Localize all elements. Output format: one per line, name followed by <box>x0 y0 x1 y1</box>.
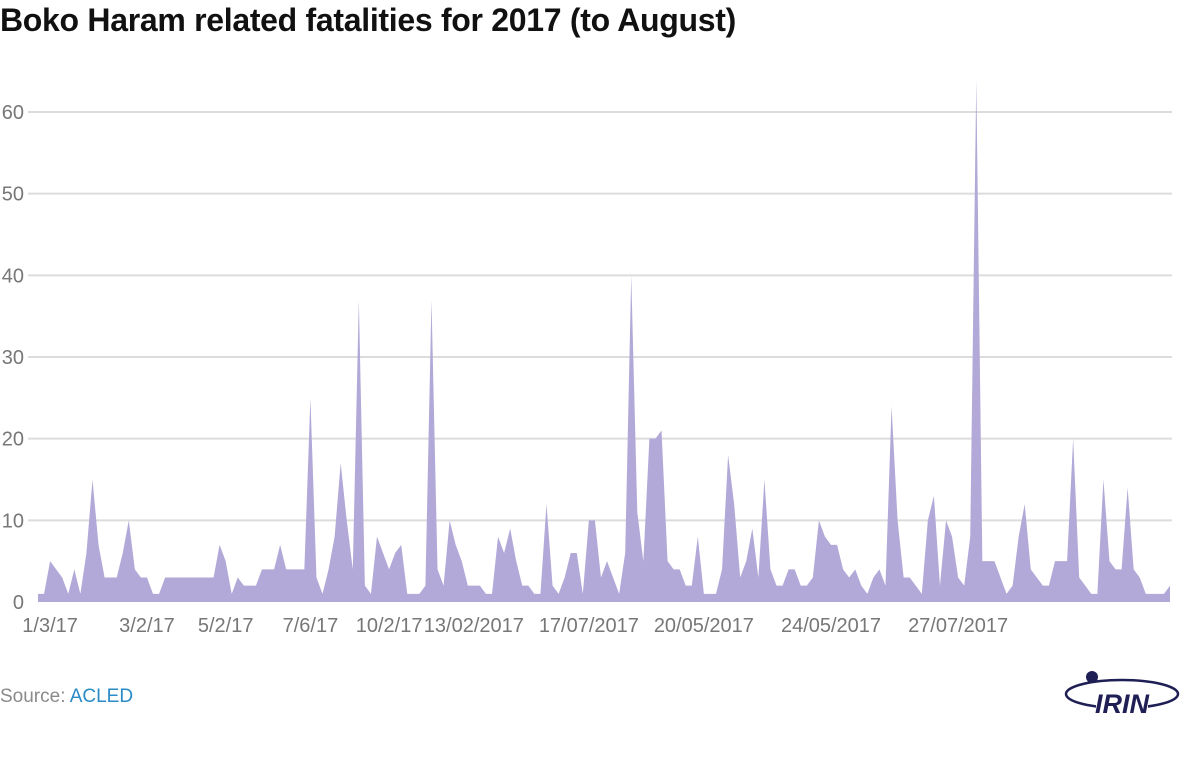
irin-logo: IRIN <box>1064 671 1180 719</box>
x-tick-label: 10/2/17 <box>356 615 423 637</box>
chart-title: Boko Haram related fatalities for 2017 (… <box>0 2 736 38</box>
x-tick-label: 24/05/2017 <box>781 615 881 637</box>
y-tick-label: 60 <box>2 102 24 124</box>
area-series <box>38 79 1170 602</box>
logo-text: IRIN <box>1095 689 1150 719</box>
area-chart: 0 10 20 30 40 50 60 1/3/17 3/2/17 5/2/17 7/6/17 10/… <box>2 79 1172 637</box>
source-link[interactable]: ACLED <box>69 686 134 707</box>
y-tick-label: 40 <box>2 265 24 287</box>
x-tick-label: 3/2/17 <box>119 615 175 637</box>
y-tick-label: 30 <box>2 347 24 369</box>
x-tick-label: 7/6/17 <box>283 615 339 637</box>
y-tick-label: 0 <box>13 592 24 614</box>
x-tick-label: 17/07/2017 <box>539 615 639 637</box>
source-label: Source: <box>0 686 66 707</box>
y-tick-label: 50 <box>2 184 24 206</box>
source-note: Source: ACLED <box>0 686 133 708</box>
x-tick-label: 27/07/2017 <box>908 615 1008 637</box>
x-tick-label: 5/2/17 <box>198 615 254 637</box>
x-tick-label: 20/05/2017 <box>654 615 754 637</box>
x-tick-label: 13/02/2017 <box>424 615 524 637</box>
x-tick-label: 1/3/17 <box>22 615 78 637</box>
y-tick-label: 10 <box>2 510 24 532</box>
y-tick-label: 20 <box>2 429 24 451</box>
